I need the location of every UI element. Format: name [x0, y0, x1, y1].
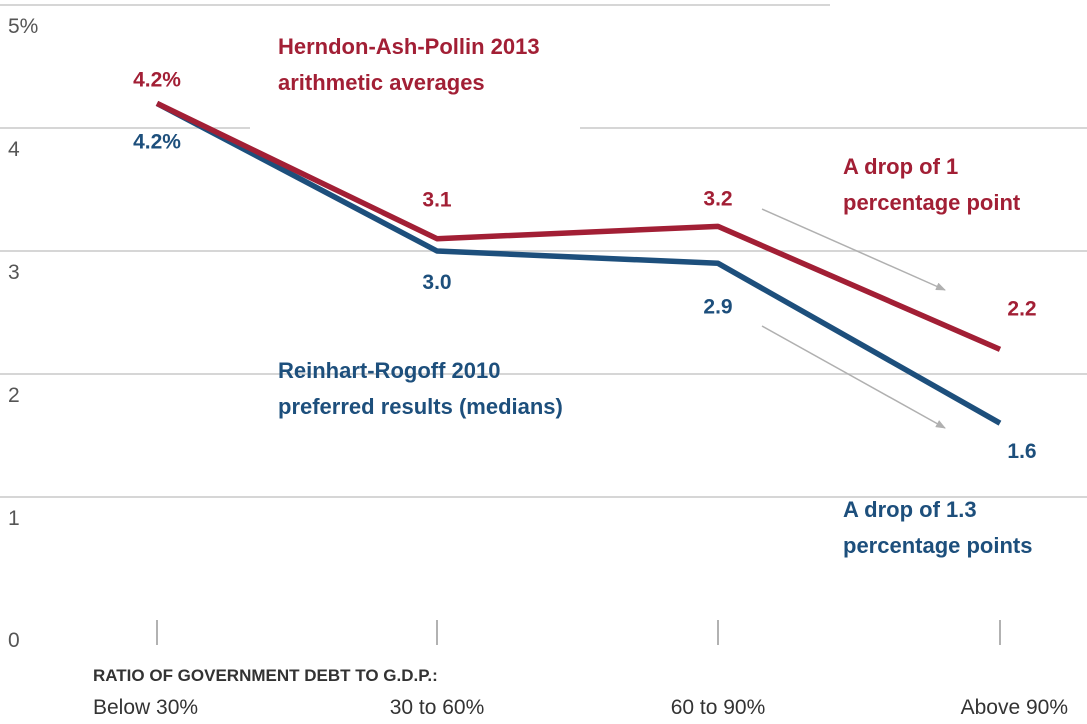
gridlines	[0, 4, 1087, 498]
x-axis: Below 30% 30 to 60% 60 to 90% Above 90%	[93, 620, 1068, 719]
drop-arrow-blue	[761, 325, 946, 429]
data-label-reinhart-3: 1.6	[1007, 440, 1036, 463]
drop-arrows	[761, 208, 946, 429]
annotation-drop-blue: A drop of 1.3 percentage points	[843, 497, 1032, 558]
data-labels: 4.2% 3.1 3.2 2.2 4.2% 3.0 2.9 1.6	[133, 68, 1037, 463]
data-label-reinhart-2: 2.9	[703, 295, 732, 318]
drop-arrow-red	[761, 208, 946, 291]
series-line-herndon	[155, 100, 1002, 352]
series-label-herndon-line1: Herndon-Ash-Pollin 2013	[278, 34, 540, 59]
annotation-drop-red-line2: percentage point	[843, 190, 1021, 215]
series-line-reinhart	[155, 100, 1002, 426]
y-tick-label: 4	[8, 138, 20, 161]
y-axis-ticks: 0 1 2 3 4 5%	[8, 15, 38, 652]
data-label-herndon-0: 4.2%	[133, 68, 181, 91]
series-label-reinhart: Reinhart-Rogoff 2010 preferred results (…	[278, 358, 563, 419]
annotation-drop-red: A drop of 1 percentage point	[843, 154, 1021, 215]
y-tick-label: 5%	[8, 15, 38, 38]
annotation-drop-blue-line2: percentage points	[843, 533, 1032, 558]
y-tick-label: 0	[8, 629, 20, 652]
data-label-reinhart-1: 3.0	[422, 271, 451, 294]
data-label-herndon-2: 3.2	[703, 187, 732, 210]
series-label-herndon: Herndon-Ash-Pollin 2013 arithmetic avera…	[278, 34, 546, 95]
data-label-reinhart-0: 4.2%	[133, 130, 181, 153]
series-label-reinhart-line1: Reinhart-Rogoff 2010	[278, 358, 500, 383]
y-tick-label: 2	[8, 384, 20, 407]
x-category-label: 30 to 60%	[390, 696, 485, 719]
x-category-label: Below 30%	[93, 696, 198, 719]
series-lines	[155, 100, 1002, 426]
series-label-reinhart-line2: preferred results (medians)	[278, 394, 563, 419]
series-label-herndon-line2: arithmetic averages	[278, 70, 485, 95]
x-category-label: Above 90%	[961, 696, 1068, 719]
data-label-herndon-1: 3.1	[422, 189, 452, 212]
x-axis-title: RATIO OF GOVERNMENT DEBT TO G.D.P.:	[93, 666, 438, 685]
y-tick-label: 1	[8, 507, 20, 530]
data-label-herndon-3: 2.2	[1007, 297, 1036, 320]
x-category-label: 60 to 90%	[671, 696, 766, 719]
annotation-drop-red-line1: A drop of 1	[843, 154, 958, 179]
y-tick-label: 3	[8, 261, 20, 284]
annotation-drop-blue-line1: A drop of 1.3	[843, 497, 977, 522]
